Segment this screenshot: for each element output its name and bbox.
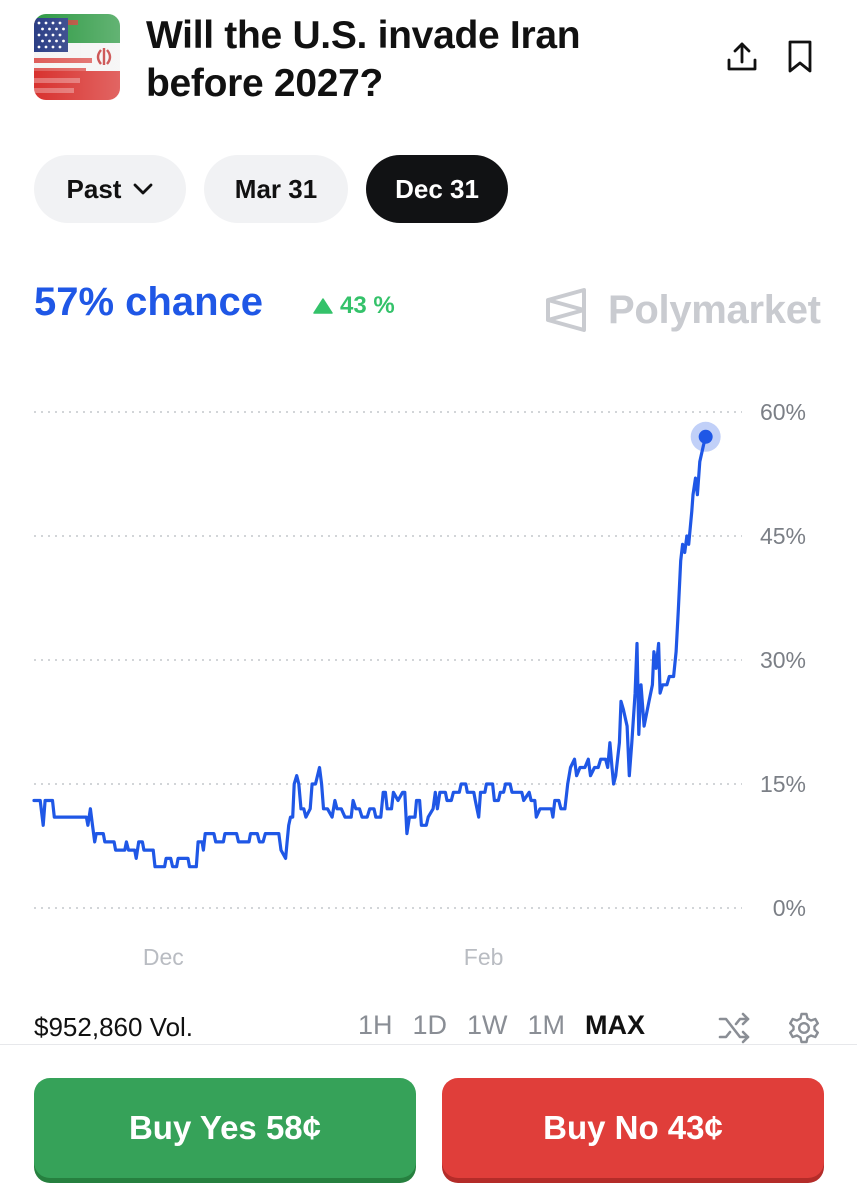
range-1m[interactable]: 1M <box>527 1010 566 1040</box>
y-tick-label: 45% <box>760 523 806 549</box>
buy-yes-button[interactable]: Buy Yes 58¢ <box>34 1078 416 1178</box>
date-filter-dec-31[interactable]: Dec 31 <box>366 155 508 223</box>
time-range-selector: 1H 1D 1W 1M MAX <box>358 1010 645 1041</box>
y-tick-label: 0% <box>773 895 806 921</box>
shuffle-button[interactable] <box>716 1010 752 1046</box>
probability-line <box>32 435 708 869</box>
x-tick-label: Dec <box>143 944 184 970</box>
range-1h[interactable]: 1H <box>358 1010 393 1040</box>
past-label: Past <box>66 173 122 204</box>
range-1d[interactable]: 1D <box>412 1010 448 1040</box>
shuffle-icon <box>718 1012 750 1044</box>
x-axis-ticks: Dec Feb <box>143 944 504 970</box>
chart-grid <box>34 411 742 909</box>
y-tick-label: 30% <box>760 647 806 673</box>
volume-label: $952,860 Vol. <box>34 1012 194 1042</box>
chance-percentage: 57% chance <box>34 280 264 324</box>
bookmark-button[interactable] <box>782 38 818 76</box>
range-max[interactable]: MAX <box>585 1010 646 1040</box>
past-dropdown-button[interactable]: Past <box>34 155 186 223</box>
polymarket-logo-icon <box>546 288 586 332</box>
share-button[interactable] <box>724 38 760 76</box>
market-image-flag-icon <box>34 14 120 100</box>
settings-button[interactable] <box>786 1010 822 1046</box>
price-history-chart[interactable]: 0% 15% 30% 45% 60% Dec Feb <box>0 380 857 980</box>
market-title: Will the U.S. invade Iran before 2027? <box>146 14 581 105</box>
polymarket-brand: Polymarket <box>544 286 821 334</box>
date-filter-mar-31[interactable]: Mar 31 <box>204 155 348 223</box>
triangle-up-icon <box>313 298 333 314</box>
share-icon <box>727 42 757 71</box>
change-value: 43 % <box>340 292 395 319</box>
bookmark-icon <box>788 40 812 73</box>
range-1w[interactable]: 1W <box>467 1010 508 1040</box>
brand-name: Polymarket <box>608 287 821 332</box>
footer-divider <box>0 1044 857 1045</box>
buy-no-button[interactable]: Buy No 43¢ <box>442 1078 824 1178</box>
current-point-marker <box>698 429 713 444</box>
y-tick-label: 15% <box>760 771 806 797</box>
chevron-down-icon <box>133 183 153 195</box>
change-badge: 43 % <box>313 292 395 320</box>
settings-gear-icon <box>789 1012 819 1044</box>
y-axis-ticks: 0% 15% 30% 45% 60% <box>760 399 806 921</box>
y-tick-label: 60% <box>760 399 806 425</box>
x-tick-label: Feb <box>464 944 504 970</box>
